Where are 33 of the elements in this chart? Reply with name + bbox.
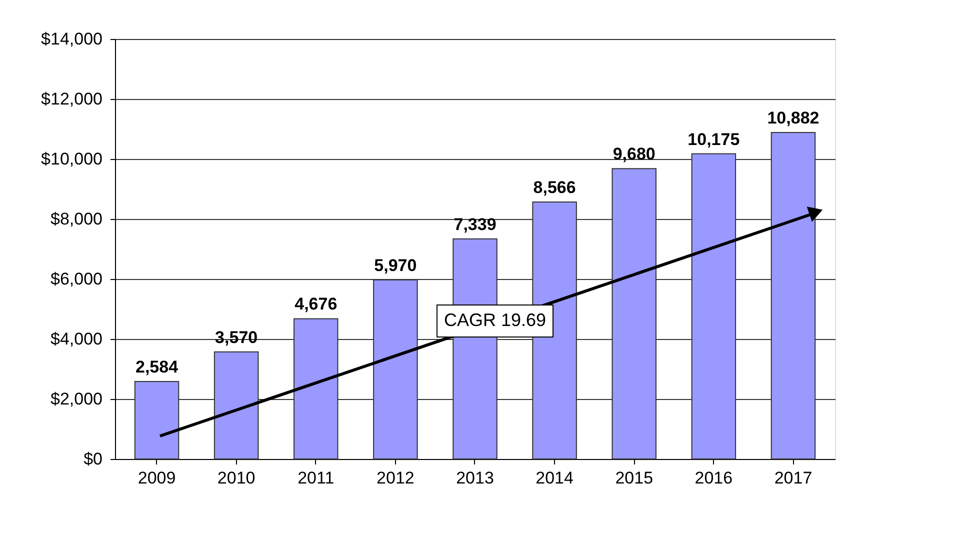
bar	[612, 168, 656, 460]
x-tick-label: 2017	[774, 468, 812, 488]
data-label: 10,175	[688, 130, 740, 149]
x-tick-label: 2011	[298, 468, 334, 488]
bar	[373, 279, 418, 460]
y-tick-label: $8,000	[50, 210, 102, 228]
x-tick-label: 2012	[376, 468, 414, 488]
x-tick-label: 2016	[694, 468, 733, 488]
y-tick-label: $2,000	[50, 390, 102, 408]
data-label: 7,339	[454, 214, 496, 234]
bar	[134, 380, 180, 460]
y-tick-label: $0	[84, 450, 102, 468]
x-tick-label: 2014	[536, 468, 574, 488]
bar	[770, 132, 816, 460]
bar	[294, 318, 338, 460]
bar	[691, 153, 736, 460]
y-tick-label: $10,000	[41, 150, 102, 168]
annotation: CAGR 19.69	[444, 310, 546, 330]
y-tick-label: $4,000	[50, 330, 102, 348]
data-label: 8,566	[533, 178, 576, 198]
x-tick-label: 2015	[615, 468, 654, 488]
x-tick-label: 2010	[217, 468, 256, 488]
y-tick-label: $14,000	[41, 30, 102, 48]
data-label: 4,676	[294, 294, 338, 314]
data-label: 5,970	[374, 256, 417, 275]
x-tick-label: 2009	[138, 468, 176, 488]
y-tick-label: $12,000	[41, 90, 102, 108]
y-tick-label: $6,000	[50, 270, 102, 288]
bar	[214, 351, 259, 460]
data-label: 2,584	[135, 357, 179, 376]
x-tick-label: 2013	[456, 468, 494, 488]
data-label: 9,680	[612, 144, 656, 164]
data-label: 10,882	[767, 108, 820, 128]
